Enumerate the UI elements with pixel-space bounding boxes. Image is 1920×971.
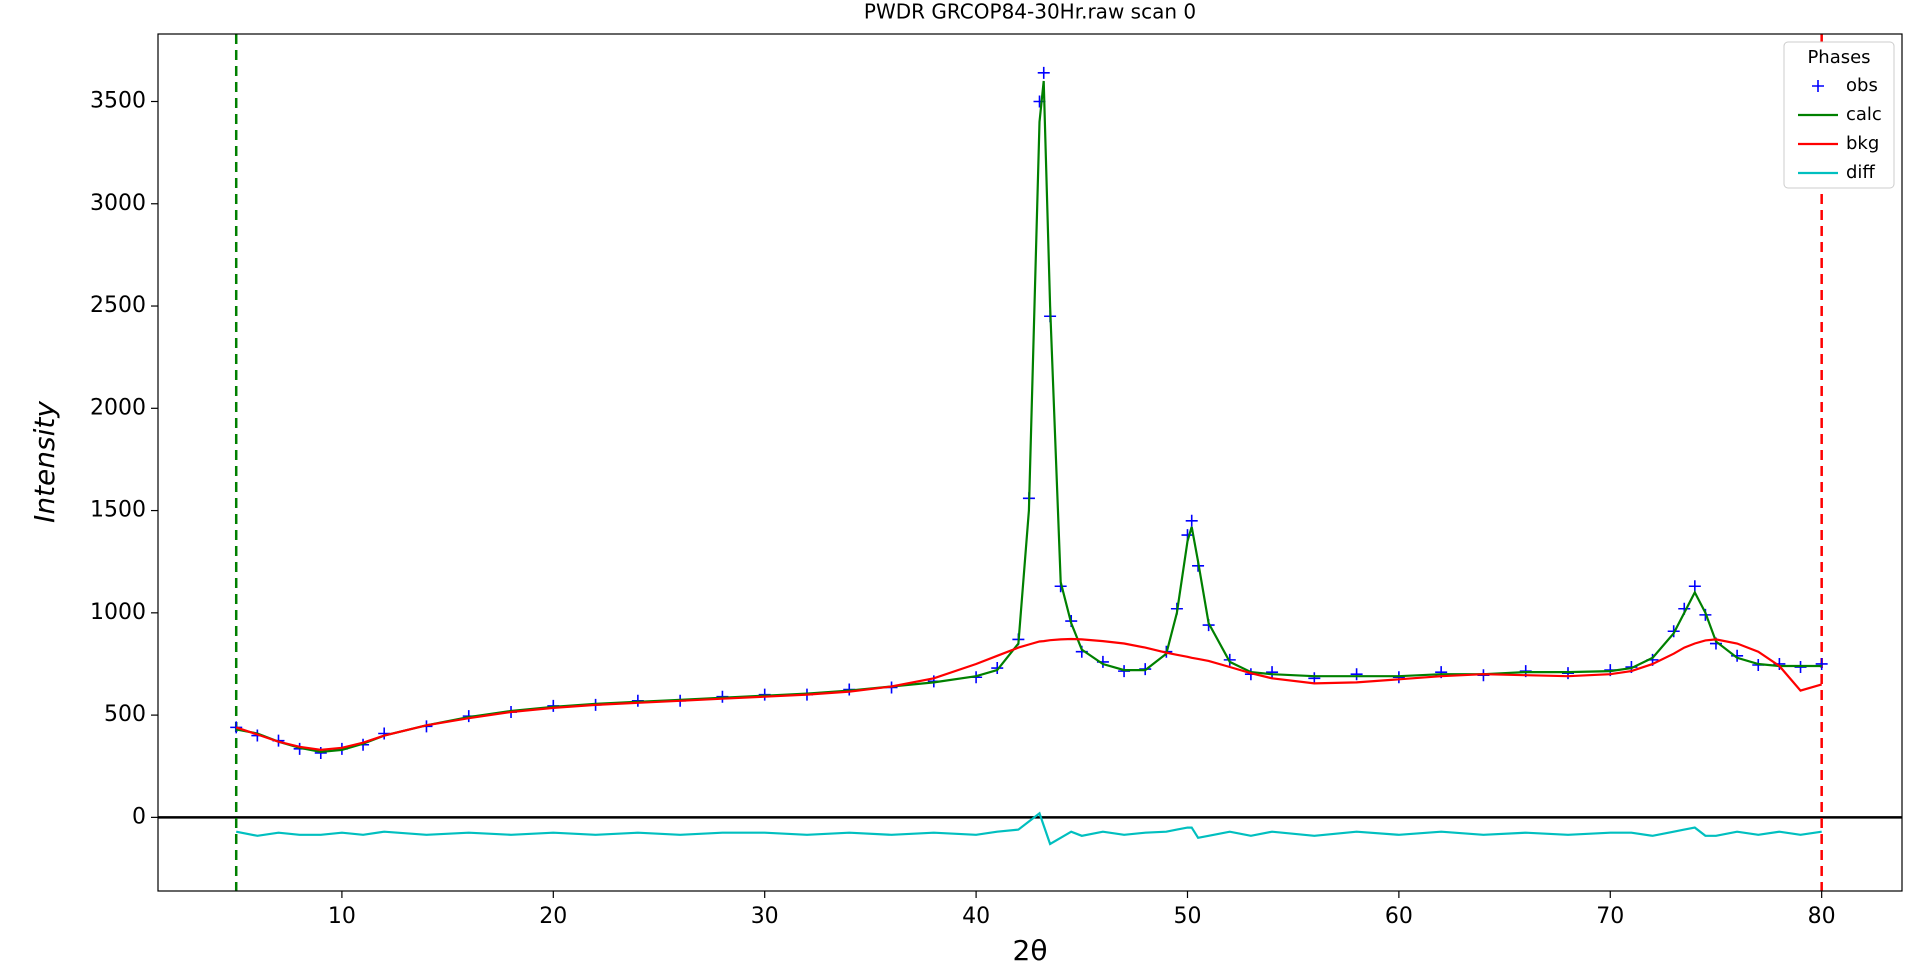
legend-title: Phases [1807, 47, 1870, 68]
x-tick-label: 40 [962, 904, 990, 929]
plot-frame [157, 33, 1903, 892]
legend-label: calc [1846, 104, 1882, 125]
obs-point [1266, 666, 1279, 679]
y-tick-label: 2500 [90, 293, 146, 318]
legend-marker [1812, 80, 1824, 92]
obs-point [1308, 672, 1321, 685]
y-tick-label: 3000 [90, 191, 146, 216]
legend-label: obs [1846, 75, 1878, 96]
legend-box [1783, 41, 1895, 189]
obs-point [1350, 668, 1363, 681]
x-tick-label: 30 [751, 904, 779, 929]
y-tick-label: 500 [104, 702, 146, 727]
y-tick-label: 1000 [90, 600, 146, 625]
legend-label: diff [1846, 162, 1875, 183]
obs-point [991, 662, 1004, 675]
legend-label: bkg [1846, 133, 1879, 154]
x-tick-label: 10 [328, 904, 356, 929]
y-axis-title: Intensity [28, 401, 61, 523]
obs-point [1037, 66, 1050, 79]
obs-markers [230, 66, 1828, 759]
obs-point [1815, 657, 1828, 670]
calc-line [235, 80, 1822, 754]
x-tick-label: 70 [1596, 904, 1624, 929]
obs-point [1185, 514, 1198, 527]
x-tick-label: 80 [1808, 904, 1836, 929]
y-tick-label: 3500 [90, 88, 146, 113]
x-tick-label: 60 [1385, 904, 1413, 929]
bkg-line [235, 637, 1823, 752]
y-tick-label: 0 [132, 804, 146, 829]
chart-title: PWDR GRCOP84-30Hr.raw scan 0 [864, 0, 1196, 24]
x-tick-label: 20 [539, 904, 567, 929]
x-axis-title: 2θ [1013, 934, 1048, 967]
y-tick-label: 2000 [90, 395, 146, 420]
diff-line [235, 811, 1822, 846]
x-tick-label: 50 [1173, 904, 1201, 929]
y-tick-label: 1500 [90, 498, 146, 523]
